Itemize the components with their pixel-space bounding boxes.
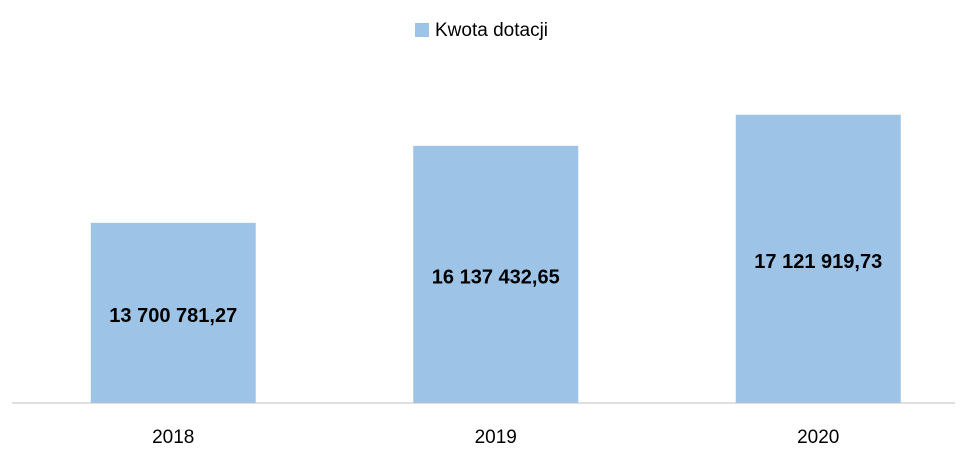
- legend-label: Kwota dotacji: [435, 20, 548, 41]
- x-tick-label: 2018: [152, 427, 194, 448]
- x-tick-label: 2019: [475, 427, 517, 448]
- legend-swatch: [415, 23, 429, 37]
- bar: [413, 145, 579, 404]
- bar: [90, 222, 256, 403]
- data-label: 13 700 781,27: [109, 305, 237, 327]
- x-tick-label: 2020: [797, 427, 839, 448]
- data-label: 16 137 432,65: [432, 267, 560, 289]
- data-label: 17 121 919,73: [754, 251, 882, 273]
- bar: [735, 114, 901, 403]
